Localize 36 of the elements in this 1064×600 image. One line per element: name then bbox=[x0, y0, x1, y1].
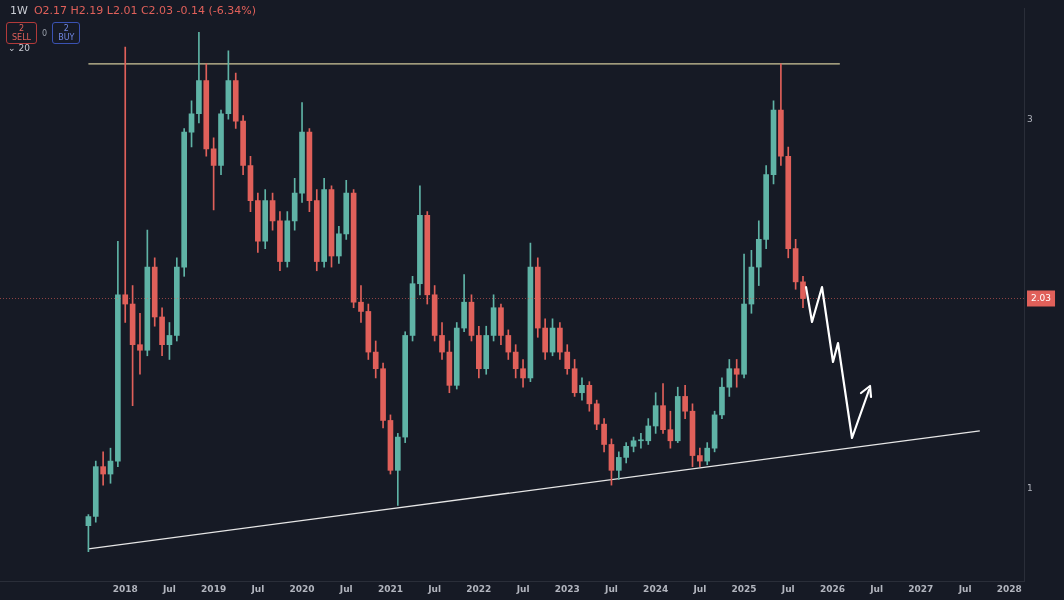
annotation: 2 bbox=[63, 24, 69, 33]
annotation: 0 bbox=[42, 28, 48, 38]
x-tick-label: 2025 bbox=[731, 583, 757, 594]
candlestick bbox=[358, 285, 364, 323]
x-tick-label: 2027 bbox=[908, 583, 934, 594]
y-tick-label: 1 bbox=[1027, 483, 1033, 494]
x-tick-label: Jul bbox=[427, 583, 442, 594]
annotation: ⌄ 20 bbox=[8, 43, 30, 53]
x-tick-label: Jul bbox=[338, 583, 353, 594]
chart-subtitle: O2.17 H2.19 L2.01 C2.03 -0.14 (-6.34%) bbox=[33, 4, 257, 17]
x-tick-label: Jul bbox=[250, 583, 265, 594]
x-tick-label: Jul bbox=[869, 583, 884, 594]
x-tick-label: 2020 bbox=[289, 583, 315, 594]
x-tick-label: Jul bbox=[957, 583, 972, 594]
x-tick-label: 2021 bbox=[377, 583, 403, 594]
candlestick bbox=[122, 46, 129, 323]
x-tick-label: 2019 bbox=[201, 583, 227, 594]
ref-line-label: 2.03 bbox=[1031, 292, 1052, 303]
annotation: SELL bbox=[12, 33, 32, 42]
chart-title: 1W bbox=[10, 4, 28, 17]
x-tick-label: 2022 bbox=[466, 583, 492, 594]
x-tick-label: Jul bbox=[692, 583, 707, 594]
x-tick-label: 2018 bbox=[112, 583, 138, 594]
x-tick-label: Jul bbox=[515, 583, 530, 594]
annotation: BUY bbox=[58, 33, 75, 42]
x-tick-label: Jul bbox=[604, 583, 618, 594]
x-tick-label: Jul bbox=[162, 583, 176, 594]
x-tick-label: 2028 bbox=[996, 583, 1022, 594]
y-tick-label: 3 bbox=[1027, 113, 1033, 124]
candlestick bbox=[137, 312, 143, 375]
x-tick-label: 2024 bbox=[643, 583, 669, 594]
x-tick-label: 2026 bbox=[819, 583, 845, 594]
x-tick-label: 2023 bbox=[554, 583, 580, 594]
annotation: 2 bbox=[18, 24, 25, 33]
candlestick bbox=[733, 359, 740, 388]
x-tick-label: Jul bbox=[780, 583, 795, 594]
